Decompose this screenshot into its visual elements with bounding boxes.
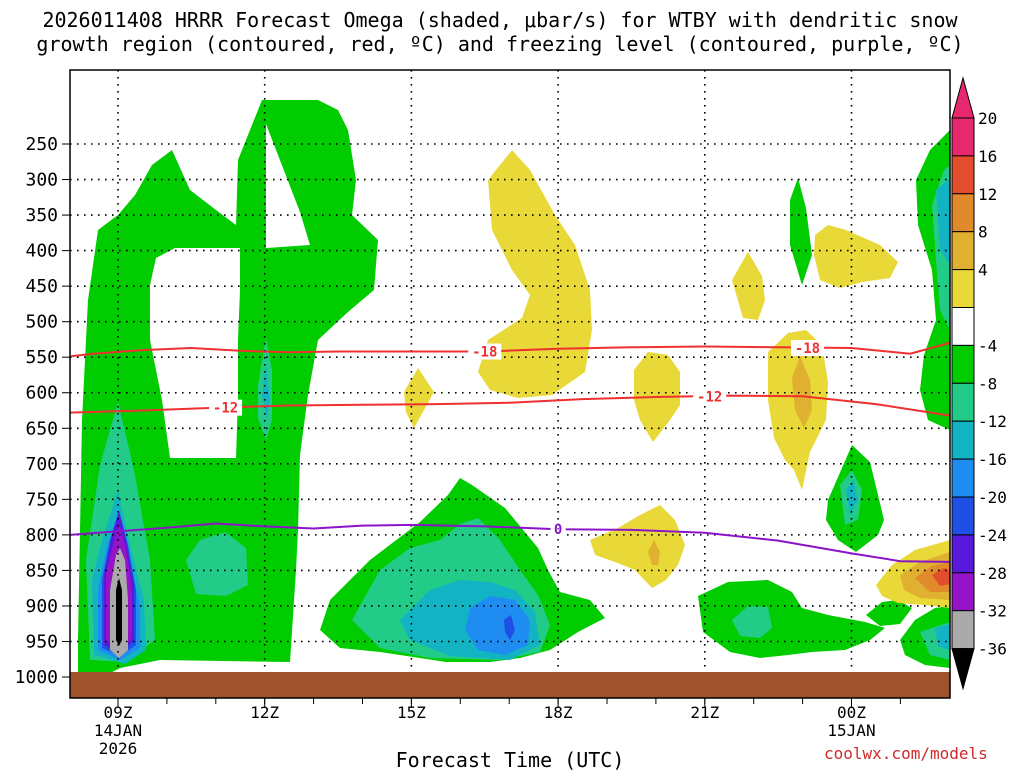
contour-lines: -18 -18 -12 -12 0	[70, 339, 950, 563]
omega-fill-region	[732, 252, 765, 320]
colorbar-swatch	[951, 231, 975, 271]
y-tick-label: 850	[25, 560, 58, 581]
contour-label: 0	[554, 522, 562, 538]
colorbar-label: 12	[978, 185, 997, 204]
colorbar-swatch	[951, 117, 975, 157]
colorbar-swatch	[951, 534, 975, 574]
omega-colorbar: 20 16 12 8 4 -4 -8 -12 -16 -20 -24 -28 -32 -36	[951, 76, 1007, 691]
shaded-omega-field	[78, 100, 950, 690]
contour-label-bg	[693, 388, 727, 405]
omega-fill-region	[404, 368, 434, 428]
contour-label: -18	[472, 345, 497, 361]
x-tick-label: 12Z	[250, 703, 279, 722]
omega-fill-region	[590, 505, 685, 588]
colorbar-label: -32	[978, 602, 1007, 621]
colorbar-swatch	[951, 344, 975, 384]
colorbar-label: -20	[978, 488, 1007, 507]
x-tick-label: 18Z	[544, 703, 573, 722]
y-tick-label: 250	[25, 134, 58, 155]
colorbar-label: 16	[978, 147, 997, 166]
y-tick-label: 750	[25, 489, 58, 510]
colorbar-label: 8	[978, 223, 988, 242]
contour-label-bg	[209, 399, 243, 416]
contour-label-bg	[790, 339, 824, 356]
colorbar-label: -24	[978, 526, 1007, 545]
ground-surface	[70, 672, 950, 698]
colorbar-swatch	[951, 496, 975, 536]
y-tick-label: 450	[25, 276, 58, 297]
colorbar-swatch	[951, 307, 975, 346]
omega-fill-region	[932, 568, 950, 586]
colorbar-label: -4	[978, 336, 997, 355]
omega-fill-region	[792, 356, 812, 428]
omega-fill-region	[698, 580, 885, 658]
chart-title-line2: growth region (contoured, red, ºC) and f…	[36, 32, 964, 56]
omega-fill-region	[465, 596, 530, 655]
y-tick-label: 900	[25, 596, 58, 617]
x-tick-label: 09Z	[104, 703, 133, 722]
omega-fill-region	[116, 578, 122, 646]
y-tick-label: 300	[25, 170, 58, 191]
contour-label: -18	[795, 341, 820, 357]
colorbar-swatch	[951, 193, 975, 233]
omega-fill-region	[866, 600, 912, 626]
omega-fill-region	[936, 178, 950, 265]
omega-fill-region	[790, 178, 812, 285]
y-tick-label: 650	[25, 418, 58, 439]
x-tick-label: 15Z	[397, 703, 426, 722]
omega-fill-region	[935, 624, 950, 650]
y-tick-label: 800	[25, 525, 58, 546]
y-tick-label: 600	[25, 383, 58, 404]
omega-fill-region	[186, 532, 248, 596]
x-tick-label: 21Z	[690, 703, 719, 722]
colorbar-label: 20	[978, 109, 997, 128]
colorbar-label: -16	[978, 450, 1007, 469]
y-tick-label: 700	[25, 454, 58, 475]
omega-fill-region	[504, 615, 515, 640]
x-tick-date: 14JAN	[94, 721, 142, 740]
contour-line	[70, 522, 950, 563]
chart-title-line1: 2026011408 HRRR Forecast Omega (shaded, …	[42, 8, 958, 32]
contour-label: -12	[697, 389, 722, 405]
omega-fill-region	[648, 540, 660, 565]
plot-frame	[69, 69, 951, 699]
x-tick-label: 00Z	[837, 703, 866, 722]
credit-link[interactable]: coolwx.com/models	[824, 744, 988, 763]
colorbar-label: -36	[978, 640, 1007, 659]
y-tick-label: 350	[25, 205, 58, 226]
x-tick-year: 2026	[99, 739, 138, 758]
contour-label-bg	[550, 521, 566, 538]
colorbar-bottom-arrow	[951, 648, 975, 691]
contour-label: -12	[213, 401, 238, 417]
y-tick-label: 550	[25, 347, 58, 368]
y-tick-label: 950	[25, 631, 58, 652]
omega-fill-region	[732, 606, 772, 638]
colorbar-label: -28	[978, 564, 1007, 583]
y-tick-label: 400	[25, 241, 58, 262]
colorbar-top-arrow	[951, 76, 975, 119]
x-axis-label: Forecast Time (UTC)	[395, 748, 625, 772]
colorbar-swatch	[951, 420, 975, 460]
colorbar-label: -12	[978, 412, 1007, 431]
y-tick-label: 1000	[15, 667, 58, 688]
colorbar-label: -8	[978, 374, 997, 393]
y-axis-pressure-ticks: 250 300 350 400 450 500 550 600 650 700 750 800 850 9…	[15, 134, 70, 688]
contour-label-bg	[468, 343, 502, 360]
colorbar-label: 4	[978, 261, 988, 280]
x-tick-date: 15JAN	[827, 721, 875, 740]
colorbar-swatch	[951, 458, 975, 498]
omega-fill-region	[814, 225, 898, 288]
colorbar-swatch	[951, 382, 975, 422]
colorbar-swatch	[951, 610, 975, 650]
y-tick-label: 500	[25, 312, 58, 333]
colorbar-swatch	[951, 269, 975, 309]
colorbar-swatch	[951, 572, 975, 612]
colorbar-swatch	[951, 155, 975, 195]
omega-fill-region	[478, 150, 592, 398]
omega-fill-region	[266, 124, 310, 248]
